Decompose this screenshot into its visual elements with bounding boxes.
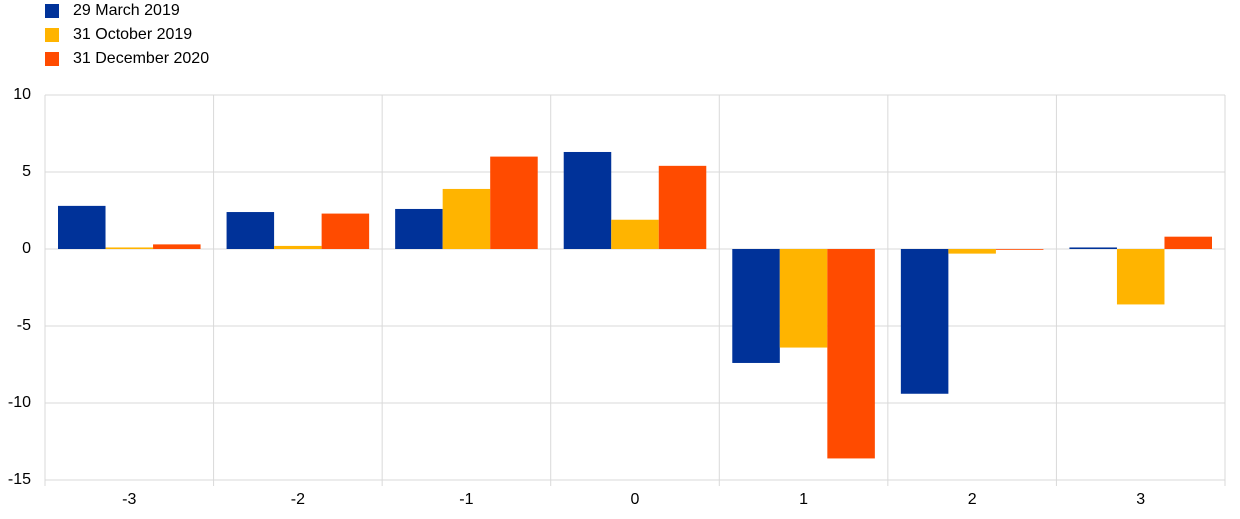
y-tick-label: -15 (8, 471, 31, 488)
y-tick-label: -10 (8, 394, 31, 411)
legend-swatch (45, 4, 59, 18)
bar (105, 247, 154, 249)
x-tick-label: 1 (799, 491, 808, 508)
bar (900, 249, 949, 394)
bar (274, 245, 322, 249)
legend-label: 31 December 2020 (73, 50, 209, 67)
bar (226, 212, 275, 249)
bar (58, 205, 106, 249)
y-tick-label: 0 (22, 240, 31, 257)
bar (153, 244, 201, 249)
bar (1116, 249, 1165, 305)
legend-swatch (45, 28, 59, 42)
bar (1069, 247, 1117, 249)
x-tick-label: -3 (122, 491, 136, 508)
x-tick-label: 3 (1136, 491, 1145, 508)
bar (563, 151, 612, 249)
bar (658, 165, 707, 249)
bar (779, 249, 828, 348)
bar (995, 249, 1044, 250)
bar (611, 219, 659, 249)
bar (442, 188, 491, 249)
bar (1164, 236, 1212, 249)
bar (948, 249, 996, 254)
bar (732, 249, 780, 363)
x-tick-label: -2 (291, 491, 305, 508)
y-tick-label: -5 (17, 317, 31, 334)
legend-label: 31 October 2019 (73, 26, 192, 43)
bar (395, 208, 443, 249)
bar (321, 213, 370, 249)
bar (490, 156, 538, 249)
legend-label: 29 March 2019 (73, 2, 180, 19)
legend-swatch (45, 52, 59, 66)
y-tick-label: 10 (13, 86, 31, 103)
y-tick-label: 5 (22, 163, 31, 180)
x-tick-label: 2 (968, 491, 977, 508)
bar (827, 249, 875, 459)
x-tick-label: -1 (459, 491, 473, 508)
x-tick-label: 0 (631, 491, 640, 508)
